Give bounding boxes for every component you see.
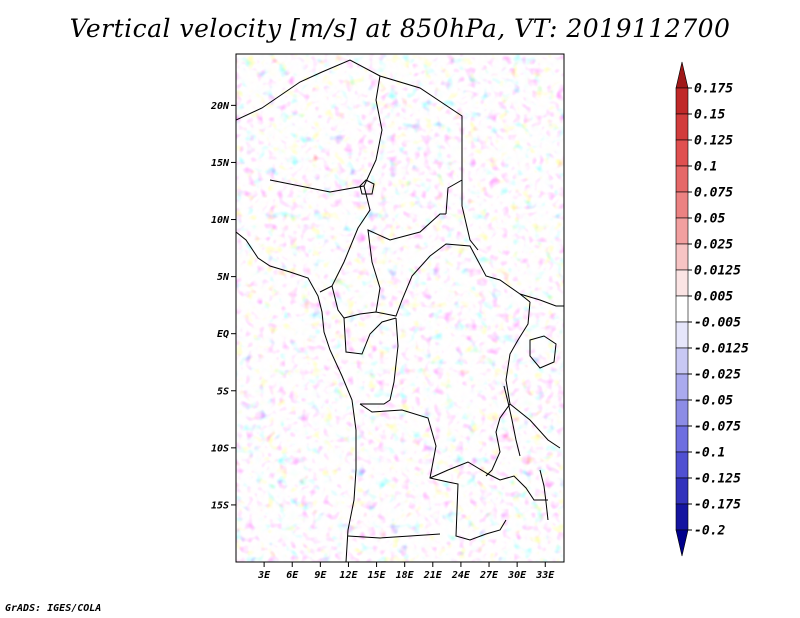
colorbar-label: -0.05 [694, 394, 733, 409]
colorbar-label: 0.05 [694, 212, 725, 227]
lat-tick-label: EQ [217, 329, 229, 340]
lon-tick-label: 27E [479, 570, 499, 581]
lon-tick-label: 3E [257, 570, 271, 581]
lon-tick-label: 15E [368, 570, 387, 581]
colorbar-segment [675, 451, 689, 479]
lat-tick-label: 20N [210, 101, 230, 112]
map-area [235, 53, 565, 563]
border-chad-libya [363, 75, 383, 187]
lat-tick-label: 5N [217, 272, 230, 283]
lon-tick-label: 21E [423, 570, 443, 581]
colorbar-segment [675, 139, 689, 167]
country-borders [236, 59, 564, 562]
map-title: Vertical velocity [m/s] at 850hPa, VT: 2… [69, 14, 731, 43]
colorbar-label: -0.005 [694, 316, 741, 331]
lon-tick-label: 18E [396, 570, 415, 581]
border-cameroon [331, 243, 531, 319]
colorbar-segment [675, 269, 689, 297]
border-namibia [347, 533, 441, 539]
colorbar-segment [675, 477, 689, 505]
lon-tick-label: 6E [286, 570, 299, 581]
colorbar-label: 0.005 [694, 290, 733, 305]
colorbar-segment [675, 165, 689, 193]
colorbar-bottom-triangle [675, 529, 689, 557]
lat-tick-label: 15N [211, 158, 230, 169]
colorbar-segment [675, 503, 689, 531]
grads-credit: GrADS: IGES/COLA [5, 603, 102, 614]
colorbar-label: -0.025 [694, 368, 741, 383]
lake-chad [359, 179, 375, 195]
border-north [236, 59, 463, 215]
lon-tick-label: 12E [339, 570, 358, 581]
colorbar-label: 0.125 [694, 134, 733, 149]
colorbar-segment [675, 425, 689, 453]
colorbar-label: -0.0125 [694, 342, 749, 357]
colorbar-segment [675, 347, 689, 375]
lon-tick-label: 9E [314, 570, 327, 581]
colorbar-label: 0.1 [694, 160, 717, 175]
border-angola [359, 403, 507, 541]
colorbar-label: -0.125 [694, 472, 741, 487]
colorbar: 0.175 0.15 0.125 0.1 0.075 0.05 0.025 0.0125 0.0… [675, 61, 749, 557]
border-sudan [461, 180, 479, 251]
border-drc-west [360, 317, 399, 405]
lon-tick-label: 33E [535, 570, 555, 581]
lake-victoria [529, 335, 557, 369]
latitude-axis: 20N 15N 10N 5N EQ 5S 10S 15S [210, 101, 236, 511]
border-tanzania [509, 403, 561, 449]
colorbar-label: 0.175 [694, 82, 733, 97]
longitude-axis: 3E 6E 9E 12E 15E 18E 21E 24E 27E 30E 33E [257, 562, 555, 581]
colorbar-label: -0.2 [694, 524, 725, 539]
colorbar-segment [675, 243, 689, 271]
colorbar-segment [675, 87, 689, 115]
border-congo [343, 317, 397, 355]
colorbar-label: 0.15 [694, 108, 725, 123]
lat-tick-label: 10N [211, 215, 230, 226]
colorbar-segment [675, 321, 689, 349]
border-kenya-uganda [519, 293, 564, 307]
lat-tick-label: 5S [217, 386, 229, 397]
lat-tick-label: 10S [211, 443, 229, 454]
colorbar-label: 0.075 [694, 186, 733, 201]
colorbar-segment [675, 217, 689, 245]
colorbar-segment [675, 295, 689, 323]
lon-tick-label: 24E [451, 570, 471, 581]
colorbar-label: -0.1 [694, 446, 725, 461]
colorbar-label: 0.0125 [694, 264, 741, 279]
velocity-field [236, 54, 564, 562]
border-zambia [429, 461, 548, 501]
coastline-west [236, 231, 357, 562]
lake-tanganyika [503, 385, 521, 457]
colorbar-segment [675, 399, 689, 427]
lon-tick-label: 30E [507, 570, 527, 581]
border-car [367, 213, 446, 313]
lat-tick-label: 15S [211, 500, 229, 511]
colorbar-segment [675, 191, 689, 219]
colorbar-segment [675, 373, 689, 401]
map-frame [235, 53, 565, 563]
colorbar-top-triangle [675, 61, 689, 89]
lake-malawi [539, 469, 549, 521]
colorbar-label: 0.025 [694, 238, 733, 253]
border-nigeria [269, 179, 371, 293]
colorbar-segment [675, 113, 689, 141]
colorbar-label: -0.175 [694, 498, 741, 513]
colorbar-label: -0.075 [694, 420, 741, 435]
